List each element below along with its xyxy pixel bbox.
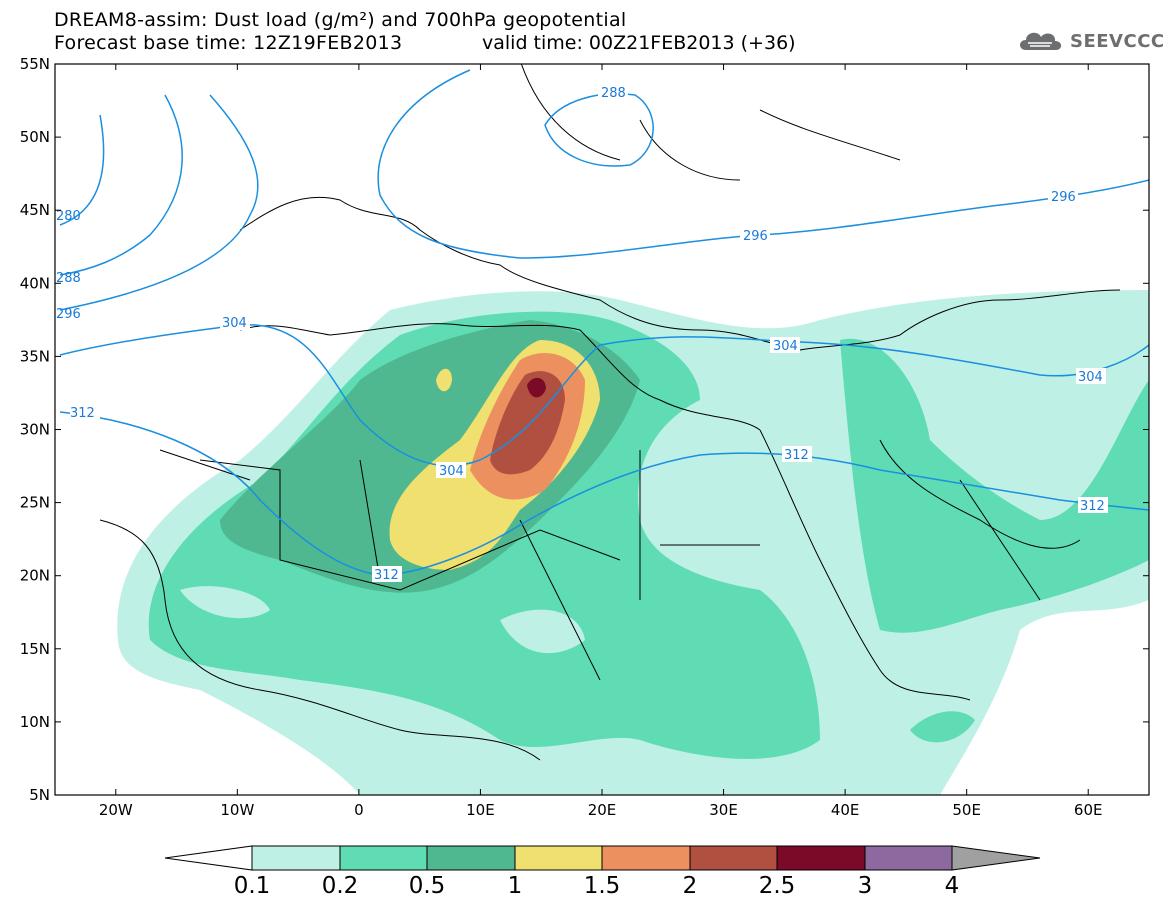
contour-288-w: [59, 94, 183, 276]
dust-band-2.5: [527, 377, 546, 398]
lat-label: 25N: [20, 494, 50, 512]
colorbar-tick: 2: [683, 873, 698, 899]
colorbar-tick: 1.5: [584, 873, 621, 899]
contour-288-c: [544, 93, 654, 167]
dust-hole-3: [500, 609, 585, 654]
dust-hole-1: [651, 446, 780, 548]
dust-band-0.2-east: [840, 338, 1149, 633]
colorbar-segment: [514, 845, 603, 871]
contour-296-c: [377, 69, 1149, 259]
lon-label: 10W: [220, 801, 254, 819]
colorbar-segment: [251, 845, 341, 871]
valid-time: valid time: 00Z21FEB2013 (+36): [482, 32, 796, 54]
lon-label: 20E: [588, 801, 617, 819]
lat-label: 20N: [20, 567, 50, 585]
longitude-axis: 20W 10W 0 10E 20E 30E 40E 50E 60E: [99, 64, 1103, 819]
contour-label: 312: [784, 448, 809, 463]
contour-label: 288: [601, 86, 626, 101]
contour-label: 280: [56, 209, 81, 224]
contour-label: 312: [70, 406, 95, 421]
forecast-base-time: Forecast base time: 12Z19FEB2013: [54, 32, 403, 54]
colorbar-tick: 0.5: [409, 873, 446, 899]
dust-hole-2: [180, 586, 270, 619]
colorbar-segment: [776, 845, 866, 871]
lat-label: 55N: [20, 55, 50, 73]
lat-label: 40N: [20, 274, 50, 292]
colorbar-segment: [426, 845, 516, 871]
colorbar-segment: [864, 845, 953, 871]
lat-label: 5N: [29, 786, 50, 804]
lon-label: 60E: [1074, 801, 1103, 819]
dust-field: [55, 64, 1149, 795]
contour-304: [59, 324, 1149, 467]
lon-label: 10E: [466, 801, 495, 819]
colorbar-tick: 0.2: [322, 873, 359, 899]
lat-label: 30N: [20, 421, 50, 439]
contour-label: 296: [743, 229, 768, 244]
contour-label: 304: [1078, 370, 1103, 385]
dust-band-0.2-horn: [910, 711, 975, 743]
lat-label: 50N: [20, 128, 50, 146]
contour-labels: 288 296 296 304 304 304 304 312 312 312 …: [56, 84, 1108, 583]
lat-label: 35N: [20, 347, 50, 365]
lon-label: 20W: [99, 801, 133, 819]
dust-band-1-nw: [436, 368, 452, 392]
cloud-icon: [1020, 32, 1062, 50]
geopotential-contours: [59, 69, 1149, 576]
lon-label: 0: [354, 801, 364, 819]
colorbar-tick: 3: [858, 873, 873, 899]
colorbar-low-arrow: [164, 845, 253, 871]
dust-band-2: [490, 371, 565, 475]
map-title: DREAM8-assim: Dust load (g/m²) and 700hP…: [54, 9, 627, 31]
colorbar: 0.1 0.2 0.5 1 1.5 2 2.5 3 4: [164, 845, 1041, 899]
coastlines: [99, 64, 1121, 761]
lat-label: 45N: [20, 201, 50, 219]
contour-label: 312: [374, 568, 399, 583]
contour-label: 304: [222, 316, 247, 331]
latitude-axis: 55N 50N 45N 40N 35N 30N 25N 20N 15N 10N 5N: [20, 55, 1149, 804]
lat-label: 10N: [20, 713, 50, 731]
lon-label: 30E: [709, 801, 738, 819]
contour-label: 296: [56, 307, 81, 322]
contour-label: 312: [1080, 499, 1105, 514]
lon-label: 40E: [831, 801, 860, 819]
colorbar-tick: 4: [945, 873, 960, 899]
contour-280: [59, 114, 105, 226]
colorbar-segment: [339, 845, 428, 871]
contour-label: 304: [773, 339, 798, 354]
colorbar-tick: 1: [508, 873, 523, 899]
lon-label: 50E: [952, 801, 981, 819]
contour-label: 296: [1051, 190, 1076, 205]
colorbar-segment: [689, 845, 778, 871]
colorbar-segment: [601, 845, 691, 871]
colorbar-tick: 2.5: [759, 873, 796, 899]
contour-label: 304: [439, 464, 464, 479]
seevccc-logo: SEEVCCC: [1016, 26, 1165, 56]
contour-296-w: [59, 94, 259, 311]
logo-text: SEEVCCC: [1070, 30, 1165, 52]
contour-label: 288: [56, 271, 81, 286]
colorbar-tick: 0.1: [234, 873, 271, 899]
contour-312: [59, 411, 1149, 576]
colorbar-high-arrow: [951, 845, 1041, 871]
lat-label: 15N: [20, 640, 50, 658]
